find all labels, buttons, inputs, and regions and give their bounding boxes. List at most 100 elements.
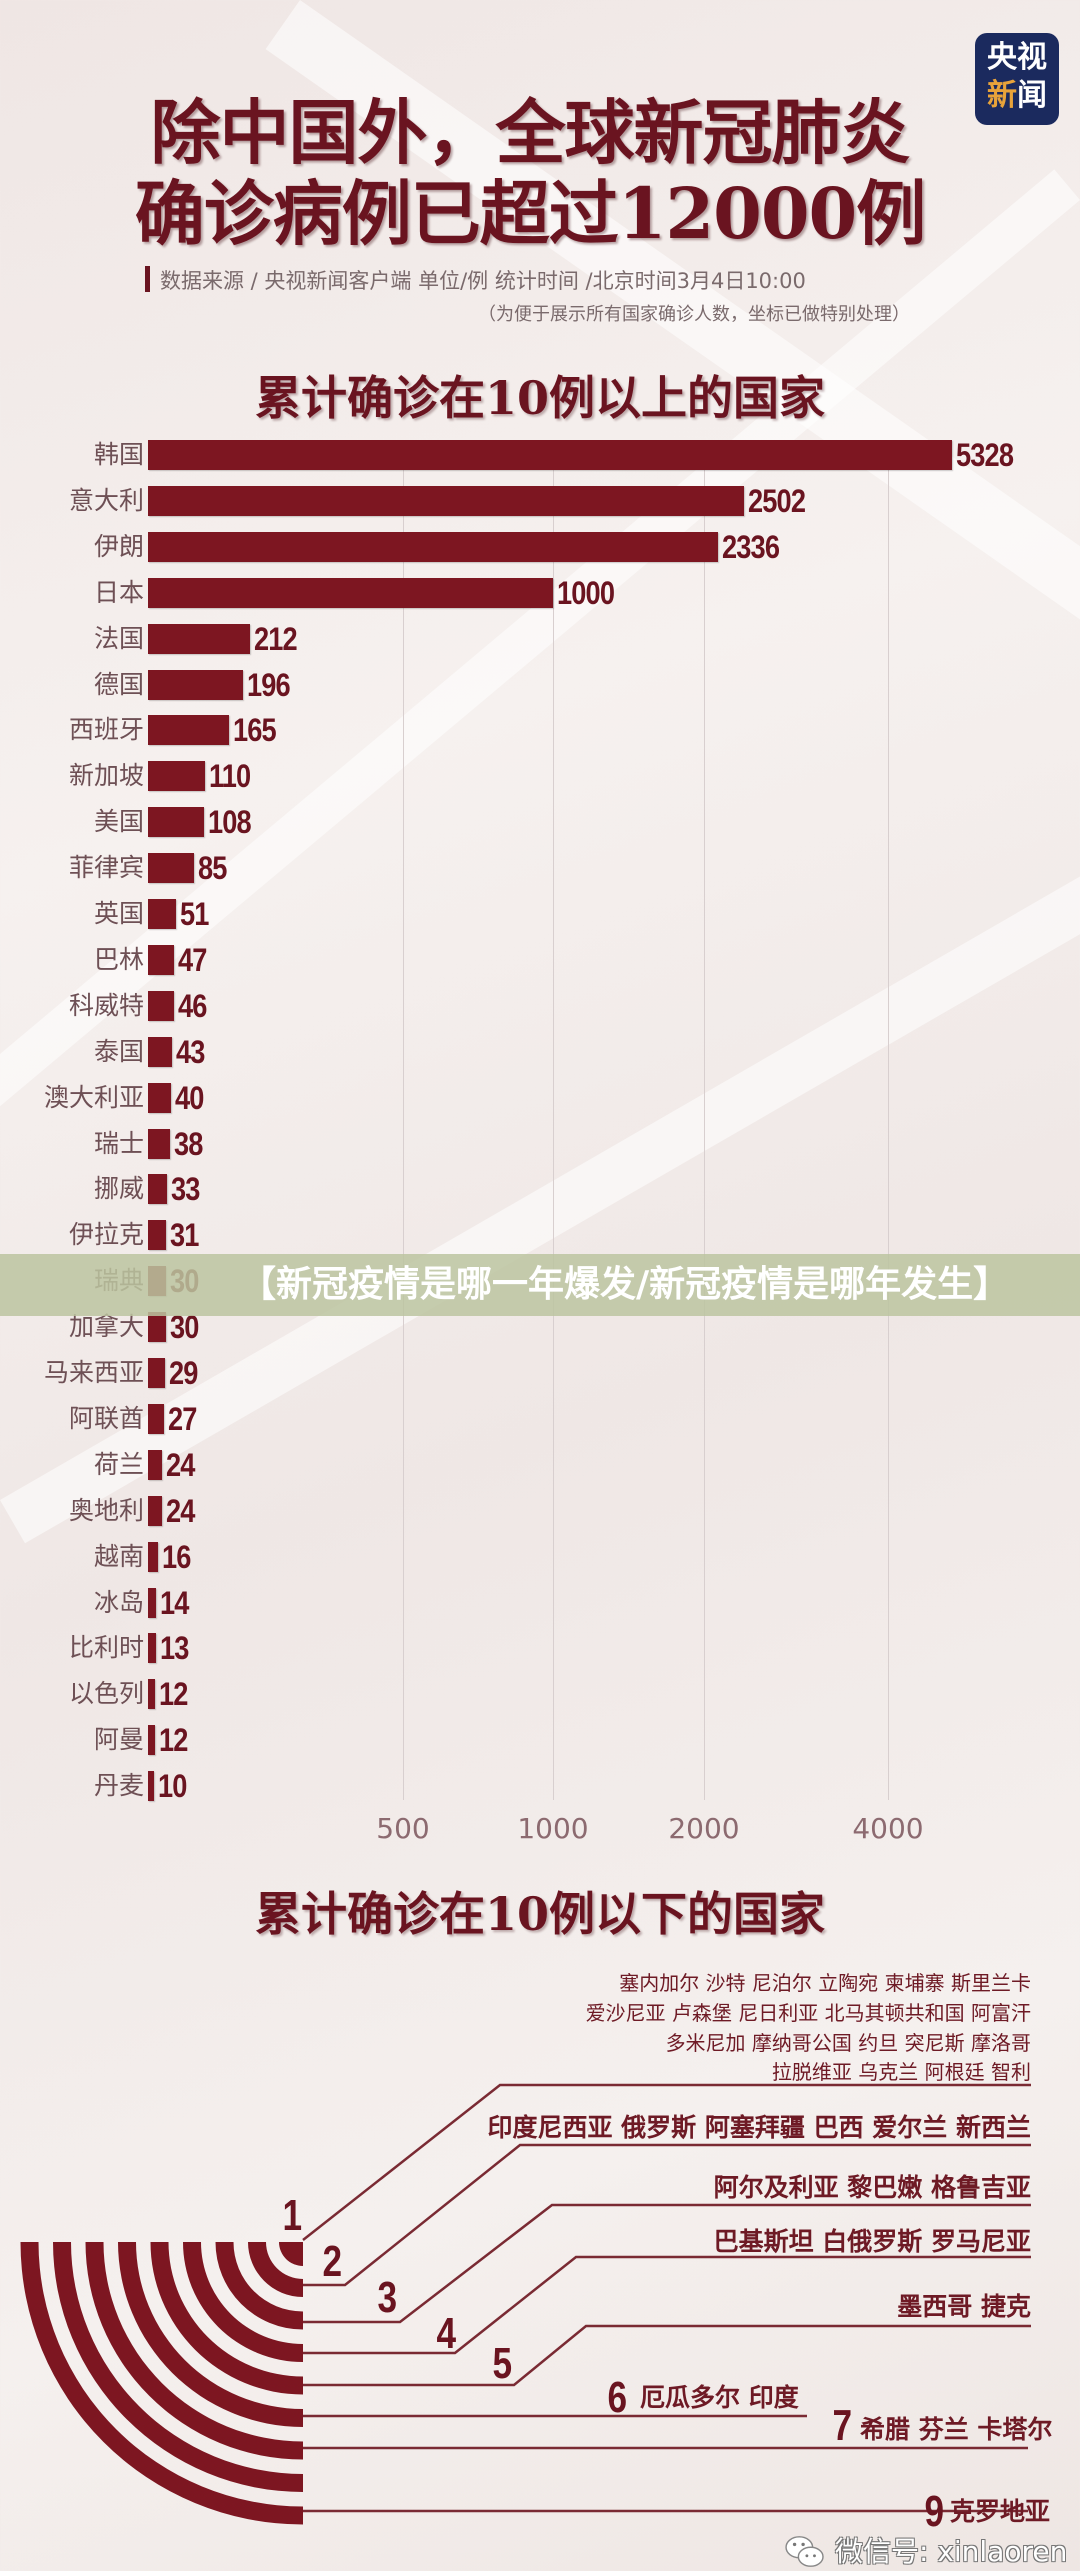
bar (148, 1358, 166, 1388)
group-6-row: 厄瓜多尔 印度 (640, 2383, 799, 2412)
country-label: 意大利 (68, 485, 144, 515)
x-tick-label: 4000 (852, 1812, 924, 1845)
bar (148, 531, 718, 562)
page-title-line2: 确诊病例已超过12000例 (134, 172, 927, 255)
country-label: 德国 (93, 669, 144, 699)
country-label: 加拿大 (68, 1312, 144, 1342)
bar (148, 899, 176, 929)
bar (148, 1036, 173, 1067)
arc-band (215, 2242, 303, 2330)
connector-line-5 (303, 2324, 1031, 2387)
bar (148, 853, 194, 884)
connector-lines (302, 2083, 1031, 2513)
value-label: 10 (158, 1768, 187, 1805)
country-label: 挪威 (93, 1174, 144, 1204)
group-number-6: 6 (607, 2373, 628, 2422)
country-label: 冰岛 (93, 1587, 144, 1617)
value-label: 43 (176, 1033, 205, 1070)
bar (148, 1679, 156, 1710)
country-label: 科威特 (68, 990, 144, 1020)
arc-band (248, 2242, 303, 2297)
group-number-2: 2 (322, 2237, 343, 2286)
value-label: 196 (246, 666, 291, 703)
group-number-9: 9 (924, 2487, 945, 2536)
source-marker (145, 266, 150, 292)
x-tick-label: 2000 (668, 1812, 740, 1845)
value-label: 51 (180, 896, 209, 932)
connector-line-1 (302, 2083, 1031, 2241)
bar (148, 807, 205, 838)
country-label: 伊拉克 (68, 1220, 144, 1250)
value-label: 165 (233, 712, 277, 749)
group-1-row: 拉脱维亚 乌克兰 阿根廷 智利 (771, 2060, 1031, 2084)
arc-band (183, 2242, 303, 2362)
group-number-7: 7 (832, 2401, 853, 2450)
bar (148, 1633, 156, 1664)
value-label: 5328 (956, 437, 1014, 473)
x-tick-label: 500 (376, 1812, 430, 1845)
value-label: 29 (169, 1355, 198, 1391)
group-3-row: 阿尔及利亚 黎巴嫩 格鲁吉亚 (713, 2173, 1031, 2202)
value-label: 31 (170, 1217, 200, 1254)
country-label: 阿联酋 (68, 1403, 144, 1433)
value-label: 2502 (748, 482, 806, 519)
value-label: 212 (254, 620, 298, 657)
bar (148, 1771, 154, 1802)
country-label: 泰国 (93, 1036, 144, 1066)
connector-line-2 (303, 2143, 1031, 2287)
country-label: 丹麦 (93, 1771, 144, 1801)
headline-banner[interactable]: 【新冠疫情是哪一年爆发/新冠疫情是哪年发生】 (0, 1254, 1080, 1316)
bar (148, 944, 175, 975)
gridline (704, 470, 705, 1800)
bar (148, 1449, 163, 1480)
logo-text: 央视 (987, 40, 1047, 75)
group-5-row: 墨西哥 捷克 (897, 2292, 1031, 2321)
country-label: 菲律宾 (68, 853, 144, 883)
bar (148, 1495, 163, 1526)
value-label: 13 (159, 1630, 189, 1667)
value-label: 27 (168, 1400, 197, 1437)
bar (148, 669, 243, 700)
source-line: 数据来源 / 央视新闻客户端 单位/例 统计时间 /北京时间3月4日10:00 (160, 269, 806, 293)
country-label: 以色列 (68, 1679, 144, 1709)
country-label: 瑞士 (93, 1128, 144, 1158)
bar (148, 1220, 167, 1251)
connector-line-3 (303, 2203, 1031, 2324)
group-2-row: 印度尼西亚 俄罗斯 阿塞拜疆 巴西 爱尔兰 新西兰 (487, 2113, 1031, 2142)
bar (148, 1725, 156, 1756)
group-7-row: 希腊 芬兰 卡塔尔 (860, 2415, 1053, 2444)
country-label: 新加坡 (68, 761, 144, 791)
bar (148, 1082, 171, 1113)
group-number-3: 3 (377, 2273, 398, 2322)
bar (148, 1174, 168, 1205)
arc-band (118, 2242, 303, 2427)
x-tick-label: 1000 (517, 1812, 589, 1845)
group-4-row: 巴基斯坦 白俄罗斯 罗马尼亚 (713, 2227, 1031, 2256)
country-label: 韩国 (93, 440, 144, 469)
bar (148, 715, 229, 746)
value-label: 110 (209, 758, 251, 795)
country-label: 西班牙 (68, 715, 144, 745)
below10-title: 累计确诊在10例以下的国家 (254, 1887, 825, 1941)
bar (148, 623, 250, 654)
arc-band (53, 2242, 303, 2492)
group-number-5: 5 (492, 2339, 513, 2388)
bar (148, 1403, 165, 1434)
value-label: 85 (198, 850, 227, 887)
bar (148, 577, 553, 608)
arc-band (150, 2242, 303, 2395)
gridline (403, 470, 404, 1800)
value-label: 12 (159, 1722, 188, 1759)
country-label: 法国 (93, 623, 144, 653)
country-label: 荷兰 (93, 1449, 144, 1479)
value-label: 108 (208, 804, 252, 841)
bar (148, 1128, 170, 1159)
group-number-4: 4 (436, 2309, 457, 2358)
value-label: 1000 (557, 574, 615, 611)
country-label: 越南 (93, 1541, 144, 1571)
page-title-line1: 除中国外，全球新冠肺炎 (150, 91, 911, 174)
wechat-icon (785, 2536, 824, 2567)
bar (148, 761, 205, 792)
group-1-row: 多米尼加 摩纳哥公国 约旦 突尼斯 摩洛哥 (665, 2031, 1031, 2055)
